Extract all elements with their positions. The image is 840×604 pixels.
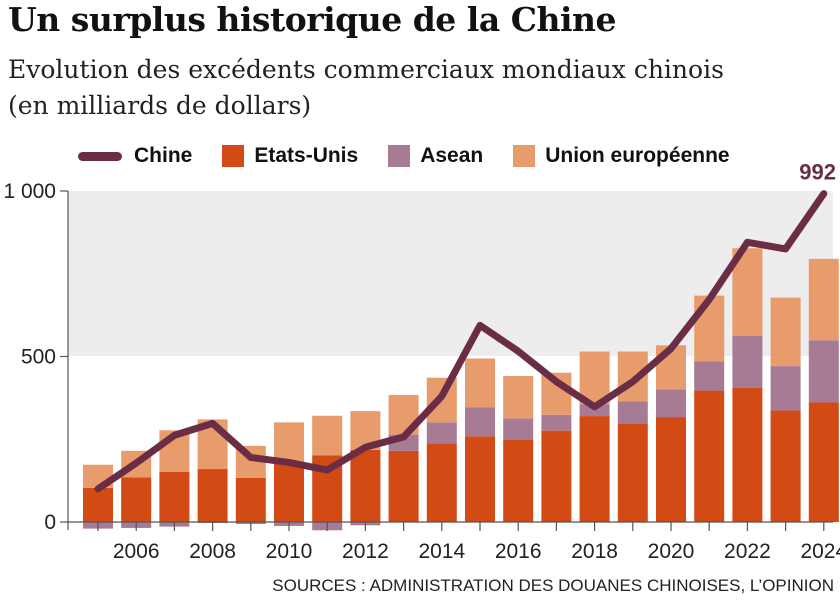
bar-union-europeenne-2010 xyxy=(274,422,304,463)
bar-etats-unis-2021 xyxy=(694,390,725,522)
bar-asean-2019 xyxy=(617,401,648,424)
bar-etats-unis-2022 xyxy=(732,387,763,522)
bar-etats-unis-2009 xyxy=(235,477,266,522)
bar-etats-unis-2016 xyxy=(503,439,534,522)
bar-etats-unis-2007 xyxy=(159,471,190,522)
legend-item-asean: Asean xyxy=(388,144,483,168)
source-note: SOURCES : ADMINISTRATION DES DOUANES CHI… xyxy=(272,576,834,595)
legend-swatch-asean xyxy=(388,145,411,167)
legend-swatch-chine xyxy=(78,151,122,161)
bar-asean-2021 xyxy=(694,361,725,391)
bar-etats-unis-2008 xyxy=(197,469,228,522)
x-tick-label-2020: 2020 xyxy=(648,540,695,563)
bar-union-europeenne-2015 xyxy=(465,358,495,408)
legend-item-etats-unis: Etats-Unis xyxy=(222,144,358,168)
legend-swatch-union-europeenne xyxy=(513,145,536,167)
x-tick-label-2016: 2016 xyxy=(495,540,542,563)
bar-union-europeenne-2023 xyxy=(770,297,801,367)
legend-label-etats-unis: Etats-Unis xyxy=(254,144,359,167)
legend-item-chine: Chine xyxy=(78,144,192,168)
page-subtitle: Evolution des excédents commerciaux mond… xyxy=(8,52,838,124)
x-tick-label-2014: 2014 xyxy=(418,540,465,563)
bar-etats-unis-2014 xyxy=(426,443,457,522)
bar-etats-unis-2017 xyxy=(541,430,572,522)
x-tick-label-2018: 2018 xyxy=(571,540,618,563)
bar-union-europeenne-2011 xyxy=(312,415,343,456)
line-chine xyxy=(94,190,828,493)
legend-item-union-europeenne: Union européenne xyxy=(513,144,730,168)
x-tick-label-2022: 2022 xyxy=(724,540,771,563)
bar-etats-unis-2012 xyxy=(350,449,381,522)
x-tick-label-2010: 2010 xyxy=(266,540,313,563)
bar-etats-unis-2010 xyxy=(274,462,304,522)
bar-asean-2024 xyxy=(808,340,839,403)
bar-asean-2015 xyxy=(465,407,495,437)
legend-swatch-etats-unis xyxy=(222,145,245,167)
y-tick-label-1000: 1 000 xyxy=(3,180,56,203)
x-tick-label-2006: 2006 xyxy=(113,540,160,563)
legend-label-union-europeenne: Union européenne xyxy=(545,144,730,167)
bar-union-europeenne-2016 xyxy=(503,376,534,419)
x-tick-label-2008: 2008 xyxy=(189,540,236,563)
legend-label-chine: Chine xyxy=(134,144,193,167)
bar-etats-unis-2006 xyxy=(121,477,152,522)
legend-label-asean: Asean xyxy=(420,144,484,167)
bar-asean-2023 xyxy=(770,366,801,411)
bar-asean-2014 xyxy=(426,422,457,444)
bar-asean-2016 xyxy=(503,418,534,440)
bar-union-europeenne-2021 xyxy=(694,295,725,362)
page-title: Un surplus historique de la Chine xyxy=(8,0,616,39)
data-label-chine-2024: 992 xyxy=(799,160,836,185)
bar-asean-2022 xyxy=(732,335,763,388)
bar-etats-unis-2020 xyxy=(656,417,686,522)
chart-legend: Chine Etats-Unis Asean Union européenne xyxy=(78,140,760,172)
bar-union-europeenne-2018 xyxy=(579,351,610,405)
bar-etats-unis-2018 xyxy=(579,416,610,522)
y-tick-label-0: 0 xyxy=(44,511,56,534)
bar-union-europeenne-2024 xyxy=(808,258,839,341)
subtitle-line-1: Evolution des excédents commerciaux mond… xyxy=(8,55,724,84)
bar-etats-unis-2023 xyxy=(770,410,801,522)
bar-etats-unis-2015 xyxy=(465,436,495,522)
bar-etats-unis-2005 xyxy=(83,487,113,522)
bar-asean-2017 xyxy=(541,414,572,431)
x-tick-label-2024: 2024 xyxy=(800,540,840,563)
bar-etats-unis-2024 xyxy=(808,402,839,522)
y-tick-label-500: 500 xyxy=(21,346,56,369)
bar-etats-unis-2013 xyxy=(388,450,419,522)
bar-asean-2020 xyxy=(656,389,686,418)
x-tick-label-2012: 2012 xyxy=(342,540,389,563)
subtitle-line-2: (en milliards de dollars) xyxy=(8,91,312,120)
bar-etats-unis-2019 xyxy=(617,423,648,522)
